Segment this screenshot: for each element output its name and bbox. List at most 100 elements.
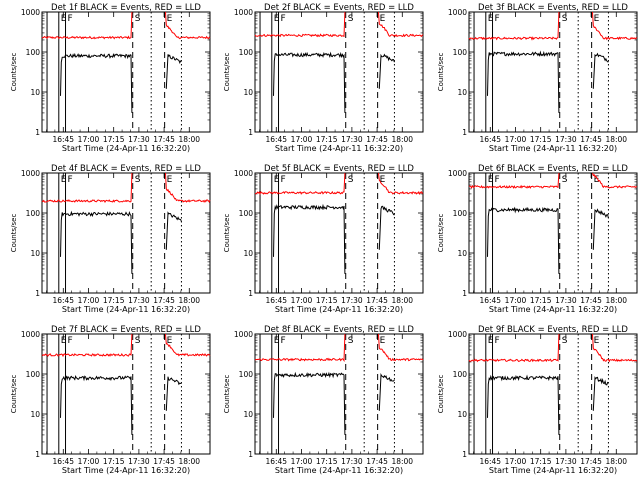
plot-frame xyxy=(41,11,211,133)
marker-label: S xyxy=(135,336,141,346)
marker-label: F xyxy=(68,175,73,185)
y-axis-label: Counts/sec xyxy=(223,375,231,414)
x-tick-label: 17:30 xyxy=(555,457,577,466)
y-tick-label: 1000 xyxy=(448,330,467,339)
chart-panel-4: Det 4f BLACK = Events, RED = LLD 1 10 100 10… xyxy=(10,164,211,314)
x-tick-label: 17:30 xyxy=(555,135,577,144)
plot-frame xyxy=(468,333,638,455)
marker-label: E xyxy=(488,175,494,185)
y-tick-label: 1 xyxy=(462,289,467,298)
marker-label: E xyxy=(594,336,600,346)
series-lld-line xyxy=(254,11,346,38)
x-tick-label: 17:15 xyxy=(316,135,338,144)
y-tick-label: 1000 xyxy=(448,169,467,178)
x-axis-label: Start Time (24-Apr-11 16:32:20) xyxy=(275,144,403,153)
x-tick-label: 17:30 xyxy=(555,296,577,305)
y-tick-label: 100 xyxy=(453,48,468,57)
x-tick-label: 17:15 xyxy=(103,135,125,144)
x-tick-label: 16:45 xyxy=(52,296,74,305)
y-tick-label: 10 xyxy=(243,88,253,97)
chart-panel-2: Det 2f BLACK = Events, RED = LLD 1 10 100 10… xyxy=(223,3,424,153)
x-tick-label: 18:00 xyxy=(605,135,627,144)
x-tick-label: 17:00 xyxy=(291,457,313,466)
y-tick-label: 100 xyxy=(26,370,41,379)
marker-label: E xyxy=(61,175,67,185)
x-tick-label: 18:00 xyxy=(391,457,413,466)
chart-title: Det 2f BLACK = Events, RED = LLD xyxy=(264,3,414,13)
x-tick-label: 17:45 xyxy=(366,296,388,305)
chart-panel-8: Det 8f BLACK = Events, RED = LLD 1 10 100 10… xyxy=(223,325,424,475)
x-tick-label: 17:00 xyxy=(291,135,313,144)
series-lld-line xyxy=(254,172,346,195)
x-tick-label: 17:15 xyxy=(530,135,552,144)
series-events-line xyxy=(165,211,182,250)
plot-frame xyxy=(41,172,211,294)
x-tick-label: 17:45 xyxy=(580,296,602,305)
x-axis-label: Start Time (24-Apr-11 16:32:20) xyxy=(62,305,190,314)
plot-frame xyxy=(468,172,638,294)
marker-label: E xyxy=(380,175,386,185)
chart-panel-9: Det 9f BLACK = Events, RED = LLD 1 10 100 10… xyxy=(437,325,638,475)
marker-label: F xyxy=(68,336,73,346)
y-tick-label: 1000 xyxy=(21,169,40,178)
x-tick-label: 17:30 xyxy=(128,296,150,305)
marker-label: F xyxy=(495,175,500,185)
y-tick-label: 10 xyxy=(457,88,467,97)
y-axis-label: Counts/sec xyxy=(223,214,231,253)
chart-title: Det 4f BLACK = Events, RED = LLD xyxy=(51,164,201,174)
y-tick-label: 10 xyxy=(243,249,253,258)
plot-frame xyxy=(254,172,424,294)
x-tick-label: 18:00 xyxy=(178,135,200,144)
marker-label: E xyxy=(167,175,173,185)
plot-frame xyxy=(468,11,638,133)
y-tick-label: 1 xyxy=(35,450,40,459)
series-lld-line xyxy=(592,333,638,363)
chart-title: Det 8f BLACK = Events, RED = LLD xyxy=(264,325,414,335)
x-tick-label: 17:15 xyxy=(316,457,338,466)
x-axis-label: Start Time (24-Apr-11 16:32:20) xyxy=(489,466,617,475)
chart-panel-3: Det 3f BLACK = Events, RED = LLD 1 10 100 10… xyxy=(437,3,638,153)
series-lld-line xyxy=(41,11,133,40)
y-tick-label: 1 xyxy=(248,128,253,137)
series-lld-line xyxy=(378,333,424,362)
series-events-line xyxy=(487,206,560,274)
y-tick-label: 10 xyxy=(30,88,40,97)
y-tick-label: 100 xyxy=(453,370,468,379)
chart-title: Det 5f BLACK = Events, RED = LLD xyxy=(264,164,414,174)
series-lld-line xyxy=(378,172,424,195)
y-axis-label: Counts/sec xyxy=(437,53,445,92)
marker-label: E xyxy=(594,175,600,185)
series-events-line xyxy=(60,375,133,435)
series-events-line xyxy=(273,51,346,113)
x-tick-label: 17:45 xyxy=(153,457,175,466)
x-tick-label: 17:45 xyxy=(580,135,602,144)
x-axis-label: Start Time (24-Apr-11 16:32:20) xyxy=(489,144,617,153)
y-axis-label: Counts/sec xyxy=(10,375,18,414)
y-axis-label: Counts/sec xyxy=(437,375,445,414)
marker-label: F xyxy=(495,14,500,24)
x-tick-label: 17:45 xyxy=(153,296,175,305)
x-tick-label: 18:00 xyxy=(391,296,413,305)
x-axis-label: Start Time (24-Apr-11 16:32:20) xyxy=(275,305,403,314)
chart-panel-1: Det 1f BLACK = Events, RED = LLD 1 10 100 10… xyxy=(10,3,211,153)
y-tick-label: 10 xyxy=(243,410,253,419)
marker-label: E xyxy=(380,14,386,24)
y-tick-label: 1000 xyxy=(234,169,253,178)
x-tick-label: 16:45 xyxy=(479,135,501,144)
x-tick-label: 18:00 xyxy=(391,135,413,144)
x-tick-label: 18:00 xyxy=(605,296,627,305)
series-lld-line xyxy=(592,172,638,189)
x-tick-label: 17:45 xyxy=(366,135,388,144)
x-tick-label: 17:45 xyxy=(366,457,388,466)
series-lld-line xyxy=(468,172,560,189)
x-tick-label: 18:00 xyxy=(178,296,200,305)
y-tick-label: 1000 xyxy=(21,330,40,339)
series-lld-line xyxy=(592,11,638,41)
x-axis-label: Start Time (24-Apr-11 16:32:20) xyxy=(62,466,190,475)
y-axis-label: Counts/sec xyxy=(223,53,231,92)
x-tick-label: 17:30 xyxy=(128,457,150,466)
chart-title: Det 3f BLACK = Events, RED = LLD xyxy=(478,3,628,13)
marker-label: F xyxy=(281,14,286,24)
x-tick-label: 17:00 xyxy=(78,457,100,466)
